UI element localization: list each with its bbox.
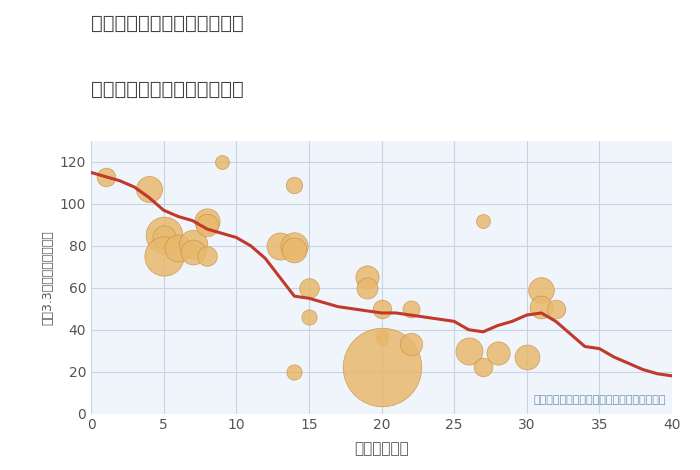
Point [521, 353, 532, 361]
Point [303, 313, 314, 321]
Point [405, 341, 416, 348]
Point [158, 234, 169, 241]
Point [187, 248, 198, 256]
Point [202, 252, 213, 260]
Point [376, 305, 387, 313]
Point [376, 364, 387, 371]
X-axis label: 築年数（年）: 築年数（年） [354, 441, 409, 456]
Point [361, 284, 372, 291]
Point [303, 284, 314, 291]
Point [274, 242, 286, 250]
Point [216, 158, 228, 166]
Point [158, 232, 169, 239]
Point [477, 364, 489, 371]
Point [536, 286, 547, 294]
Point [376, 332, 387, 340]
Point [100, 173, 111, 180]
Point [289, 368, 300, 376]
Point [158, 252, 169, 260]
Point [289, 242, 300, 250]
Point [492, 349, 503, 357]
Point [405, 305, 416, 313]
Point [361, 274, 372, 281]
Point [187, 240, 198, 248]
Point [536, 303, 547, 310]
Point [289, 181, 300, 189]
Point [463, 347, 475, 354]
Point [550, 305, 561, 313]
Text: 円の大きさは、取引のあった物件面積を示す: 円の大きさは、取引のあった物件面積を示す [533, 395, 666, 406]
Point [202, 217, 213, 225]
Point [289, 246, 300, 254]
Point [172, 244, 183, 252]
Point [202, 221, 213, 228]
Point [477, 217, 489, 225]
Point [376, 337, 387, 344]
Text: 築年数別中古マンション価格: 築年数別中古マンション価格 [91, 80, 244, 99]
Text: 愛知県稲沢市稲島法成寺町の: 愛知県稲沢市稲島法成寺町の [91, 14, 244, 33]
Y-axis label: 坪（3.3㎡）単価（万円）: 坪（3.3㎡）単価（万円） [41, 230, 54, 325]
Point [144, 186, 155, 193]
